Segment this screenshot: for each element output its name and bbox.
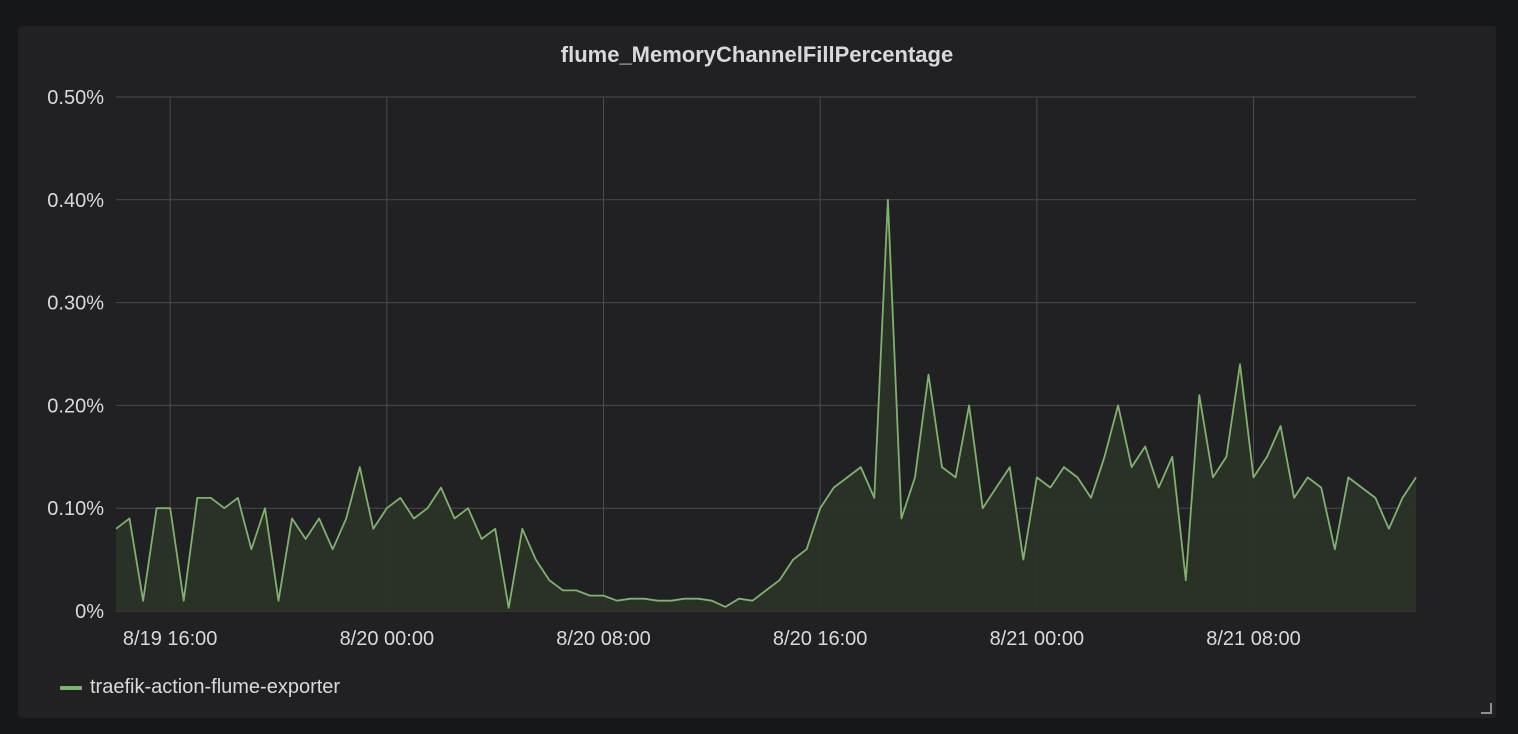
y-tick-label: 0.20% <box>47 395 104 417</box>
y-tick-label: 0.40% <box>47 190 104 212</box>
y-tick-label: 0.30% <box>47 293 104 315</box>
x-tick-label: 8/20 08:00 <box>556 628 651 650</box>
x-tick-label: 8/19 16:00 <box>123 628 218 650</box>
graph-panel: flume_MemoryChannelFillPercentage 0% 0.10… <box>18 26 1496 718</box>
x-tick-label: 8/21 08:00 <box>1206 628 1301 650</box>
x-tick-label: 8/20 16:00 <box>773 628 868 650</box>
y-tick-label: 0.50% <box>47 87 104 109</box>
legend-label[interactable]: traefik-action-flume-exporter <box>90 676 341 698</box>
panel-title[interactable]: flume_MemoryChannelFillPercentage <box>560 42 954 67</box>
series-area <box>116 199 1416 612</box>
x-tick-label: 8/20 00:00 <box>340 628 435 650</box>
chart-axes: 0% 0.10% 0.20% 0.30% 0.40% 0.50% 8/19 16:00 8/2… <box>47 87 1300 650</box>
chart-series <box>115 198 1417 612</box>
resize-handle[interactable] <box>1481 703 1492 714</box>
y-tick-label: 0.10% <box>47 498 104 520</box>
chart-legend: traefik-action-flume-exporter <box>60 676 340 699</box>
series-line <box>115 198 1417 609</box>
y-tick-label: 0% <box>75 601 104 623</box>
legend-swatch <box>60 685 82 690</box>
line-chart: 0% 0.10% 0.20% 0.30% 0.40% 0.50% 8/19 16:00 8/2… <box>47 87 1417 650</box>
x-tick-label: 8/21 00:00 <box>990 628 1085 650</box>
